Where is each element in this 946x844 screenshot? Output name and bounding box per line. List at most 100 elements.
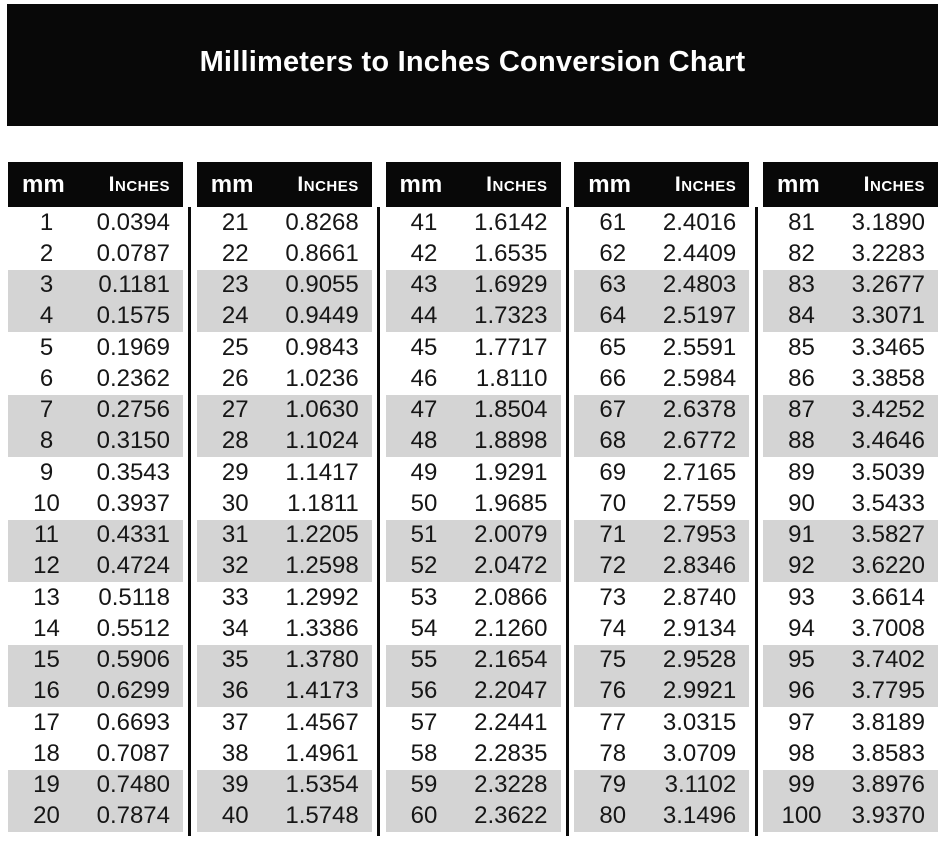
- mm-value: 24: [221, 302, 249, 330]
- mm-value: 3: [39, 271, 54, 299]
- inches-value: 3.7795: [851, 677, 925, 705]
- inches-value: 1.1024: [285, 427, 359, 455]
- mm-value: 58: [410, 739, 438, 767]
- conversion-table: mm Inches 1 0.0394 2 0.0787 3 0.1181 4 0.1575 5 0…: [8, 162, 938, 836]
- table-row: 69 2.7165: [574, 457, 750, 489]
- table-row: 89 3.5039: [763, 457, 938, 489]
- column-group-1: mm Inches 1 0.0394 2 0.0787 3 0.1181 4 0.1575 5 0…: [8, 162, 183, 836]
- mm-value: 25: [221, 333, 249, 361]
- mm-value: 44: [410, 302, 438, 330]
- mm-value: 88: [788, 427, 815, 455]
- table-row: 64 2.5197: [574, 300, 750, 332]
- table-row: 41 1.6142: [385, 207, 561, 239]
- inches-value: 0.2756: [96, 396, 170, 424]
- inches-value: 2.6772: [662, 427, 737, 455]
- mm-value: 86: [788, 364, 815, 392]
- table-row: 51 2.0079: [385, 519, 561, 551]
- inches-value: 3.1890: [851, 208, 925, 236]
- mm-header-label: mm: [399, 170, 443, 198]
- inches-value: 2.6378: [662, 396, 737, 424]
- mm-value: 53: [410, 583, 438, 611]
- mm-value: 37: [221, 708, 249, 736]
- table-row: 44 1.7323: [385, 300, 561, 332]
- mm-value: 73: [599, 583, 627, 611]
- inches-value: 2.4409: [662, 239, 737, 267]
- table-row: 70 2.7559: [574, 488, 750, 520]
- inches-value: 0.2362: [96, 364, 170, 392]
- inches-value: 3.1496: [662, 802, 737, 830]
- mm-value: 54: [410, 614, 438, 642]
- mm-value: 82: [788, 239, 815, 267]
- inches-value: 0.0787: [96, 239, 170, 267]
- table-row: 66 2.5984: [574, 363, 750, 395]
- mm-value: 30: [221, 489, 249, 517]
- table-row: 15 0.5906: [8, 644, 183, 676]
- inches-value: 3.1102: [664, 771, 737, 799]
- table-row: 52 2.0472: [385, 550, 561, 582]
- inches-value: 2.4803: [662, 271, 737, 299]
- mm-value: 81: [788, 208, 815, 236]
- inches-value: 2.9528: [662, 646, 737, 674]
- inches-value: 2.8346: [662, 552, 737, 580]
- mm-value: 34: [221, 614, 249, 642]
- table-row: 2 0.0787: [8, 238, 183, 270]
- inches-value: 2.2047: [474, 677, 548, 705]
- mm-value: 23: [221, 271, 249, 299]
- mm-value: 99: [788, 771, 815, 799]
- table-row: 90 3.5433: [763, 488, 938, 520]
- table-row: 85 3.3465: [763, 332, 938, 364]
- table-row: 62 2.4409: [574, 238, 750, 270]
- group-body: 21 0.8268 22 0.8661 23 0.9055 24 0.9449 25 0.9843…: [196, 207, 372, 832]
- table-row: 6 0.2362: [8, 363, 183, 395]
- table-row: 47 1.8504: [385, 394, 561, 426]
- inches-value: 1.9291: [474, 458, 548, 486]
- inches-value: 0.5118: [98, 583, 170, 611]
- table-row: 60 2.3622: [385, 800, 561, 832]
- mm-value: 90: [788, 489, 815, 517]
- inches-value: 2.0472: [474, 552, 548, 580]
- column-group-4: mm Inches 61 2.4016 62 2.4409 63 2.4803 64 2.51…: [574, 162, 750, 836]
- table-row: 18 0.7087: [8, 738, 183, 770]
- inches-value: 1.0630: [285, 396, 359, 424]
- mm-value: 100: [781, 802, 822, 830]
- mm-value: 19: [33, 771, 60, 799]
- table-row: 40 1.5748: [196, 800, 372, 832]
- table-row: 12 0.4724: [8, 550, 183, 582]
- mm-header-label: mm: [22, 170, 65, 198]
- table-row: 36 1.4173: [196, 675, 372, 707]
- mm-value: 48: [410, 427, 438, 455]
- inches-value: 0.7480: [96, 771, 170, 799]
- table-row: 91 3.5827: [763, 519, 938, 551]
- inches-value: 1.6929: [474, 271, 548, 299]
- inches-value: 1.6535: [474, 239, 548, 267]
- table-row: 49 1.9291: [385, 457, 561, 489]
- table-row: 33 1.2992: [196, 582, 372, 614]
- mm-value: 55: [410, 646, 438, 674]
- inches-value: 2.9921: [662, 677, 737, 705]
- mm-value: 64: [599, 302, 627, 330]
- mm-value: 31: [221, 521, 249, 549]
- group-divider: [755, 207, 758, 836]
- group-divider: [377, 207, 380, 836]
- inches-value: 1.1811: [287, 489, 359, 517]
- mm-value: 70: [599, 489, 627, 517]
- mm-value: 71: [599, 521, 627, 549]
- inches-value: 3.3465: [851, 333, 925, 361]
- mm-value: 5: [39, 333, 54, 361]
- mm-value: 29: [221, 458, 249, 486]
- table-row: 42 1.6535: [385, 238, 561, 270]
- mm-value: 13: [33, 583, 60, 611]
- inches-value: 0.1969: [96, 333, 170, 361]
- mm-value: 63: [599, 271, 627, 299]
- inches-value: 0.3543: [96, 458, 170, 486]
- table-row: 50 1.9685: [385, 488, 561, 520]
- inches-value: 2.4016: [662, 208, 737, 236]
- inches-value: 2.5591: [662, 333, 737, 361]
- inches-value: 3.8976: [851, 771, 925, 799]
- mm-value: 41: [410, 208, 438, 236]
- table-row: 37 1.4567: [196, 707, 372, 739]
- table-row: 26 1.0236: [196, 363, 372, 395]
- inches-value: 3.2283: [851, 239, 925, 267]
- inches-value: 0.6299: [96, 677, 170, 705]
- table-row: 45 1.7717: [385, 332, 561, 364]
